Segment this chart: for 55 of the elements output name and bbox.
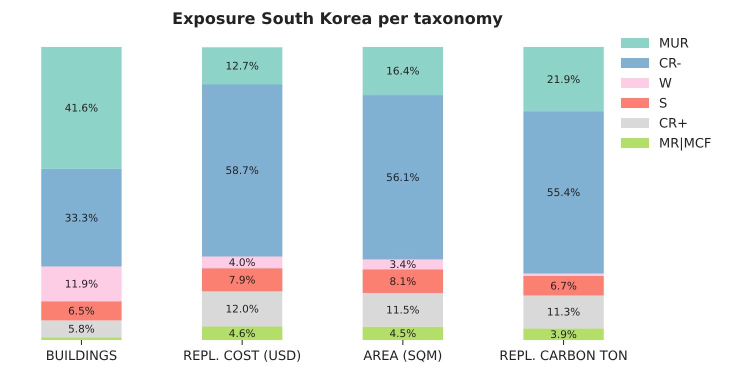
x-tick-label: REPL. COST (USD) <box>183 349 302 364</box>
bar <box>202 326 282 340</box>
data-label: 11.3% <box>546 306 580 319</box>
bar <box>523 276 604 296</box>
data-label: 8.1% <box>390 276 416 288</box>
bar <box>523 111 604 274</box>
legend-label: CR- <box>659 56 682 72</box>
bar <box>362 95 444 260</box>
data-label: 11.9% <box>64 278 98 291</box>
data-label: 6.7% <box>550 280 577 292</box>
data-label: 3.4% <box>390 259 416 272</box>
data-label: 16.4% <box>386 66 420 78</box>
data-label: 21.9% <box>546 74 580 86</box>
data-label: 4.0% <box>228 257 256 270</box>
data-label: 12.7% <box>225 60 259 73</box>
bar <box>202 47 282 85</box>
bar <box>523 47 604 112</box>
data-label: 56.1% <box>386 172 420 184</box>
data-label: 12.0% <box>225 304 259 316</box>
legend-label: S <box>659 96 668 112</box>
bar <box>41 320 122 338</box>
data-label: 41.6% <box>64 102 98 115</box>
x-tick-label: BUILDINGS <box>46 349 118 364</box>
bar <box>362 326 444 340</box>
data-label: 5.8% <box>68 324 95 336</box>
bar <box>362 293 444 327</box>
bar <box>41 301 122 320</box>
chart-title: Exposure South Korea per taxonomy <box>172 9 504 28</box>
bar <box>41 266 122 302</box>
legend-label: CR+ <box>659 116 688 132</box>
bar <box>41 337 122 340</box>
data-label: 7.9% <box>228 274 256 286</box>
bar <box>523 273 604 276</box>
data-label: 58.7% <box>225 165 259 178</box>
bar <box>362 269 444 294</box>
legend-label: MUR <box>659 36 689 52</box>
bar <box>41 168 122 266</box>
bar <box>362 47 444 96</box>
data-label: 6.5% <box>68 306 95 318</box>
bar <box>523 295 604 329</box>
data-label: 4.6% <box>228 328 256 340</box>
legend-label: W <box>659 76 672 92</box>
bar <box>202 268 282 292</box>
data-label: 11.5% <box>386 304 420 317</box>
bar <box>202 84 282 256</box>
data-label: 33.3% <box>64 212 98 224</box>
bar <box>41 47 122 169</box>
legend-label: MR|MCF <box>659 136 712 152</box>
x-tick-label: AREA (SQM) <box>363 349 442 364</box>
bar <box>202 291 282 327</box>
data-label: 3.9% <box>550 328 577 341</box>
bar <box>523 328 604 340</box>
data-label: 55.4% <box>546 187 580 200</box>
x-tick-label: REPL. CARBON TON <box>499 349 628 364</box>
data-label: 4.5% <box>390 328 416 340</box>
